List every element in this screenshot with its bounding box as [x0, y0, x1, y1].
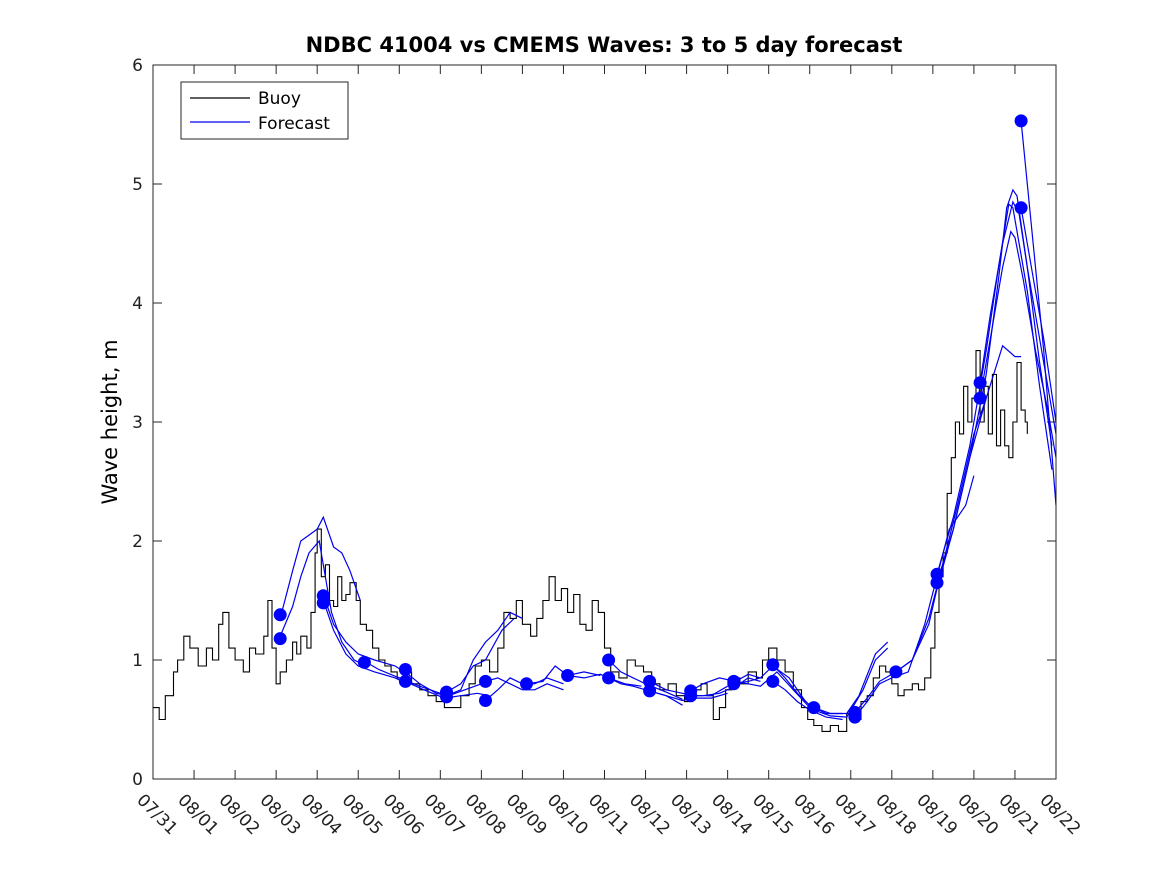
x-tick-label: 08/06: [379, 790, 428, 839]
forecast-marker: [440, 690, 453, 704]
x-tick-label: 08/18: [871, 790, 920, 839]
forecast-line: [733, 665, 807, 702]
x-tick-label: 08/21: [994, 790, 1043, 839]
forecast-marker: [973, 376, 987, 390]
x-tick-label: 08/02: [215, 790, 264, 839]
x-tick-label: 08/05: [338, 790, 387, 839]
forecast-marker: [848, 705, 862, 719]
legend-forecast-label: Forecast: [258, 114, 330, 134]
x-tick-label: 08/12: [625, 790, 674, 839]
forecast-marker: [807, 701, 821, 715]
forecast-marker: [1014, 201, 1028, 215]
forecast-line: [608, 677, 683, 706]
forecast-marker: [273, 608, 287, 622]
plot-area: [152, 64, 1057, 780]
forecast-marker: [357, 655, 371, 669]
forecast-line: [322, 594, 408, 675]
forecast-line: [279, 539, 367, 667]
forecast-line: [322, 600, 408, 685]
forecast-marker: [973, 391, 987, 405]
x-tick-label: 08/15: [748, 790, 797, 839]
forecast-line: [485, 677, 564, 691]
forecast-line: [446, 617, 515, 693]
x-tick-label: 08/10: [543, 790, 592, 839]
forecast-line: [813, 641, 889, 715]
x-tick-label: 08/20: [953, 790, 1002, 839]
y-tick-label: 4: [132, 294, 143, 314]
x-tick-label: 07/31: [132, 790, 181, 839]
x-tick-label: 08/09: [502, 790, 551, 839]
forecast-markers: [273, 114, 1028, 724]
x-tick-label: 08/17: [830, 790, 879, 839]
forecast-marker: [479, 674, 492, 688]
forecast-marker: [684, 689, 698, 703]
forecast-line: [526, 665, 601, 685]
x-tick-label: 08/22: [1035, 790, 1084, 839]
forecast-marker: [643, 684, 657, 698]
forecast-line: [936, 188, 1053, 583]
forecast-line: [936, 203, 1053, 575]
forecast-marker: [766, 674, 780, 688]
forecast-marker: [273, 632, 287, 646]
y-tick-label: 1: [132, 651, 143, 671]
forecast-marker: [479, 694, 492, 707]
forecast-marker: [643, 674, 657, 688]
x-tick-label: 08/03: [256, 790, 305, 839]
forecast-line: [690, 677, 761, 697]
forecast-line: [854, 398, 987, 713]
forecast-marker: [930, 576, 944, 590]
x-tick-label: 08/13: [666, 790, 715, 839]
y-tick-label: 5: [132, 175, 143, 195]
forecast-marker: [889, 665, 903, 679]
forecast-marker: [602, 671, 616, 685]
y-axis-ticks: 0 1 2 3 4 5 6: [132, 56, 1056, 790]
forecast-line: [446, 611, 523, 697]
legend: Buoy Forecast: [180, 81, 349, 140]
y-tick-label: 3: [132, 413, 143, 433]
forecast-marker: [398, 674, 412, 688]
legend-buoy-label: Buoy: [258, 89, 301, 109]
forecast-marker: [602, 653, 616, 667]
y-tick-label: 2: [132, 532, 143, 552]
chart-title: NDBC 41004 vs CMEMS Waves: 3 to 5 day fo…: [306, 33, 903, 57]
x-tick-label: 08/14: [707, 790, 756, 839]
forecast-marker: [316, 589, 330, 603]
x-tick-label: 08/04: [297, 790, 346, 839]
buoy-line: [153, 350, 1028, 732]
forecast-marker: [766, 658, 780, 672]
forecast-line: [608, 659, 683, 700]
forecast-line: [979, 230, 1056, 458]
forecast-marker: [727, 674, 741, 688]
forecast-marker: [561, 669, 575, 682]
forecast-line: [1020, 207, 1056, 423]
forecast-line: [772, 680, 843, 721]
x-tick-label: 08/11: [584, 790, 633, 839]
legend-box: [180, 81, 349, 140]
y-axis-label: Wave height, m: [98, 339, 122, 504]
forecast-line: [279, 515, 361, 619]
y-tick-label: 6: [132, 56, 143, 76]
x-tick-label: 08/16: [789, 790, 838, 839]
x-tick-label: 08/08: [461, 790, 510, 839]
forecast-line: [1020, 120, 1056, 506]
forecast-marker: [1014, 114, 1028, 128]
x-tick-label: 08/07: [420, 790, 469, 839]
x-tick-label: 08/01: [174, 790, 223, 839]
buoy-series: [153, 350, 1028, 732]
y-tick-label: 0: [132, 770, 143, 790]
forecast-marker: [520, 677, 533, 691]
forecast-line: [813, 647, 889, 718]
x-tick-label: 08/19: [912, 790, 961, 839]
forecast-marker: [398, 663, 412, 676]
